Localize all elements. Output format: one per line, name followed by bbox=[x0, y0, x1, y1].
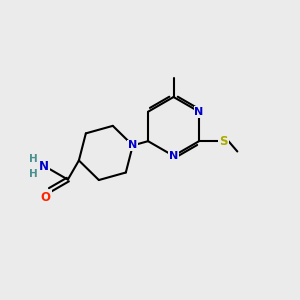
Text: N: N bbox=[169, 151, 178, 161]
Text: H: H bbox=[29, 169, 38, 179]
Text: O: O bbox=[40, 191, 51, 204]
Text: N: N bbox=[128, 140, 137, 150]
Text: H: H bbox=[29, 154, 38, 164]
Text: S: S bbox=[219, 135, 228, 148]
Text: N: N bbox=[39, 160, 49, 173]
Text: N: N bbox=[194, 107, 204, 117]
